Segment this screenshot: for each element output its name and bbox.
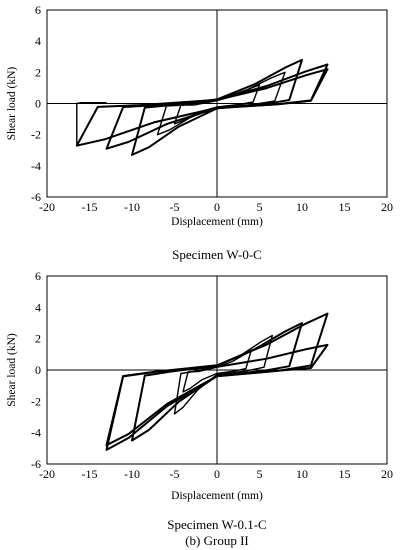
chart-1-x-tick-labels: -20 -15 -10 -5 0 5 10 15 20 bbox=[39, 200, 393, 214]
chart-1-y-axis-label: Shear load (kN) bbox=[6, 67, 18, 141]
x-tick-label: -20 bbox=[39, 467, 55, 481]
y-tick-label: 0 bbox=[35, 97, 41, 111]
x-tick-label: -15 bbox=[82, 467, 98, 481]
chart-2-caption: Specimen W-0.1-C bbox=[167, 517, 266, 532]
chart-2-x-axis-label: Displacement (mm) bbox=[171, 490, 263, 502]
x-tick-label: 15 bbox=[339, 200, 351, 214]
chart-1-hysteresis-curves bbox=[75, 58, 329, 156]
y-tick-label: 6 bbox=[35, 269, 41, 283]
x-tick-label: 10 bbox=[296, 200, 308, 214]
chart-1-caption: Specimen W-0-C bbox=[172, 247, 262, 262]
failure-drop-segment bbox=[76, 102, 107, 146]
hysteresis-loop-1 bbox=[182, 350, 252, 393]
y-tick-label: -6 bbox=[31, 457, 41, 471]
y-tick-label: 4 bbox=[35, 34, 41, 48]
x-tick-label: 5 bbox=[257, 467, 263, 481]
y-tick-label: 2 bbox=[35, 65, 41, 79]
chart-1-y-tick-labels: -6 -4 -2 0 2 4 6 bbox=[31, 3, 41, 204]
x-tick-label: 5 bbox=[257, 200, 263, 214]
y-tick-label: 0 bbox=[35, 363, 41, 377]
y-tick-label: 4 bbox=[35, 300, 41, 314]
x-tick-label: 0 bbox=[214, 200, 220, 214]
y-tick-label: -6 bbox=[31, 190, 41, 204]
x-tick-label: 20 bbox=[381, 200, 393, 214]
chart-2-y-axis-label: Shear load (kN) bbox=[6, 333, 18, 407]
y-tick-label: -4 bbox=[31, 426, 41, 440]
x-tick-label: -10 bbox=[124, 200, 140, 214]
chart-2-subcaption: (b) Group II bbox=[185, 533, 249, 548]
y-tick-label: -4 bbox=[31, 159, 41, 173]
hysteresis-loop-5 bbox=[75, 68, 329, 147]
x-tick-label: -20 bbox=[39, 200, 55, 214]
chart-1-x-axis-label: Displacement (mm) bbox=[171, 216, 263, 228]
x-tick-label: -5 bbox=[170, 200, 180, 214]
y-tick-label: -2 bbox=[31, 128, 41, 142]
chart-2-x-tick-labels: -20 -15 -10 -5 0 5 10 15 20 bbox=[39, 467, 393, 481]
x-tick-label: 10 bbox=[296, 467, 308, 481]
x-tick-label: -5 bbox=[170, 467, 180, 481]
y-tick-label: -2 bbox=[31, 394, 41, 408]
x-tick-label: 15 bbox=[339, 467, 351, 481]
x-tick-label: 20 bbox=[381, 467, 393, 481]
x-tick-label: -15 bbox=[82, 200, 98, 214]
y-tick-label: 2 bbox=[35, 332, 41, 346]
hysteresis-loop-5 bbox=[105, 343, 329, 447]
chart-2-y-tick-labels: -6 -4 -2 0 2 4 6 bbox=[31, 269, 41, 471]
x-tick-label: -10 bbox=[124, 467, 140, 481]
chart-2-hysteresis-curves bbox=[105, 312, 329, 451]
x-tick-label: 0 bbox=[214, 467, 220, 481]
y-tick-label: 6 bbox=[35, 3, 41, 17]
